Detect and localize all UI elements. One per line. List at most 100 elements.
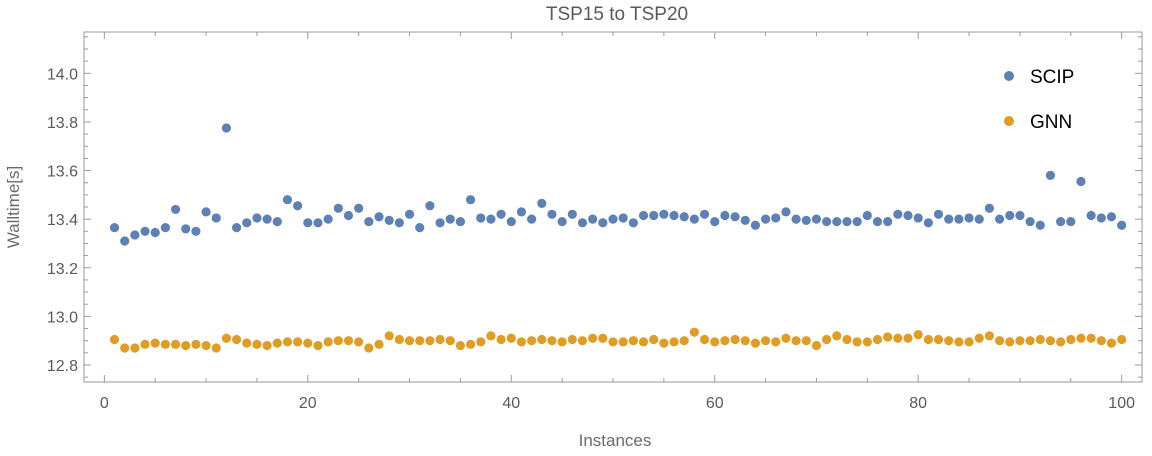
- scip-point: [557, 216, 567, 227]
- y-axis: 12.8 13.0 13.2 13.4 13.6 13.8 14.0: [47, 36, 1142, 378]
- scip-point: [1015, 210, 1025, 221]
- scip-point: [720, 210, 730, 221]
- scip-point: [730, 212, 740, 222]
- gnn-point: [496, 334, 506, 345]
- scip-point: [598, 218, 608, 228]
- scip-point: [231, 223, 242, 233]
- gnn-point: [954, 337, 964, 347]
- scip-point: [984, 203, 995, 213]
- gnn-point: [933, 334, 944, 345]
- gnn-point: [333, 336, 343, 346]
- gnn-point: [1096, 336, 1106, 346]
- gnn-point: [282, 337, 293, 347]
- gnn-point: [883, 332, 893, 342]
- gnn-point: [242, 338, 252, 348]
- gnn-point: [221, 333, 232, 343]
- gnn-point: [994, 336, 1005, 346]
- gnn-point: [893, 333, 903, 343]
- gnn-legend-marker: [1004, 116, 1014, 126]
- y-axis-label: Walltime[s]: [4, 166, 23, 249]
- scip-point: [221, 123, 232, 133]
- scip-legend-marker: [1004, 71, 1014, 81]
- scip-point: [181, 224, 191, 234]
- gnn-point: [638, 337, 649, 347]
- gnn-point: [231, 334, 242, 345]
- y-tick-label: 13.0: [47, 309, 78, 326]
- gnn-point: [699, 334, 710, 345]
- gnn-point: [1015, 336, 1025, 346]
- gnn-point: [1025, 336, 1035, 346]
- scip-point: [140, 226, 150, 236]
- gnn-point: [740, 336, 750, 346]
- scip-point: [944, 214, 954, 224]
- gnn-point: [486, 331, 496, 341]
- scip-point: [822, 216, 832, 227]
- scip-point: [771, 213, 781, 223]
- scip-point: [679, 212, 689, 222]
- gnn-point: [842, 334, 852, 345]
- gnn-point: [201, 340, 211, 351]
- gnn-point: [150, 338, 160, 348]
- scip-point: [964, 213, 974, 223]
- gnn-point: [527, 336, 537, 346]
- y-tick-label: 13.8: [47, 115, 78, 132]
- gnn-point: [1056, 337, 1066, 347]
- scip-point: [374, 212, 384, 222]
- scip-point: [537, 198, 547, 208]
- scip-point: [883, 216, 893, 227]
- gnn-point: [822, 334, 832, 345]
- gnn-point: [598, 333, 608, 343]
- scip-point: [923, 218, 933, 228]
- data-points: [109, 123, 1127, 353]
- scip-point: [394, 218, 404, 228]
- scip-point: [252, 213, 262, 223]
- gnn-point: [537, 334, 547, 345]
- legend: SCIP GNN: [1004, 67, 1074, 133]
- gnn-point: [781, 333, 791, 343]
- gnn-point: [1117, 334, 1127, 345]
- scip-point: [109, 223, 120, 233]
- scip-point: [242, 218, 252, 228]
- scip-point: [272, 216, 282, 227]
- scip-point: [862, 210, 872, 221]
- gnn-point: [760, 336, 771, 346]
- gnn-point: [455, 340, 466, 351]
- scip-point: [1066, 216, 1076, 227]
- gnn-point: [445, 336, 455, 346]
- scip-point: [852, 216, 862, 227]
- gnn-point: [364, 343, 374, 353]
- gnn-point: [1045, 336, 1056, 346]
- scip-point: [913, 213, 923, 223]
- scip-point: [262, 214, 272, 224]
- gnn-point: [191, 339, 201, 349]
- scip-point: [201, 207, 211, 217]
- plot-frame: [83, 31, 1143, 383]
- scip-point: [638, 210, 649, 221]
- scip-point: [506, 216, 516, 227]
- gnn-point: [476, 337, 486, 347]
- gnn-point: [628, 336, 638, 346]
- gnn-point: [618, 337, 628, 347]
- gnn-point: [771, 337, 781, 347]
- scip-point: [811, 214, 822, 224]
- gnn-point: [944, 336, 954, 346]
- chart-title: TSP15 to TSP20: [546, 4, 688, 25]
- gnn-point: [272, 338, 282, 348]
- gnn-point: [913, 330, 923, 340]
- gnn-point: [832, 331, 842, 341]
- gnn-point: [415, 336, 425, 346]
- y-tick-label: 13.4: [47, 212, 78, 229]
- gnn-point: [801, 336, 811, 346]
- scip-point: [333, 203, 343, 213]
- gnn-point: [974, 333, 984, 343]
- scip-point: [618, 213, 628, 223]
- scip-point: [1106, 212, 1117, 222]
- scip-point: [384, 215, 394, 225]
- gnn-point: [608, 337, 618, 347]
- scip-point: [476, 213, 486, 223]
- gnn-point: [588, 333, 598, 343]
- gnn-point: [404, 336, 415, 346]
- gnn-point: [181, 340, 191, 351]
- scip-point: [425, 201, 435, 211]
